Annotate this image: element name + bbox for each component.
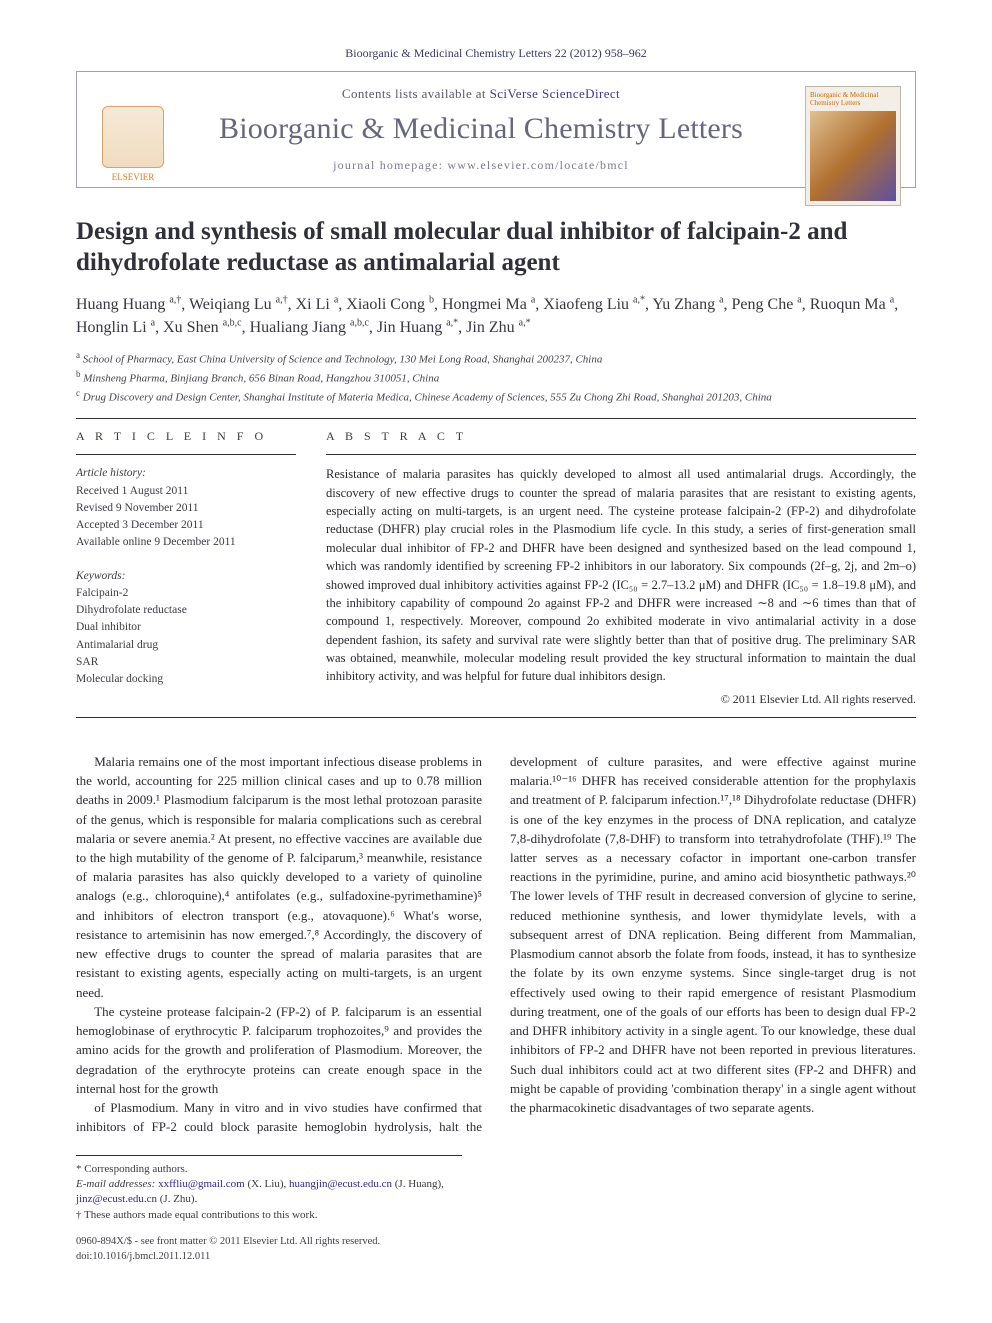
- journal-homepage-line: journal homepage: www.elsevier.com/locat…: [197, 158, 765, 173]
- article-info-column: A R T I C L E I N F O Article history: R…: [76, 429, 296, 707]
- body-paragraph-1: Malaria remains one of the most importan…: [76, 752, 482, 1002]
- keyword-item: Falcipain-2: [76, 585, 296, 602]
- elsevier-tree-icon: [102, 106, 164, 168]
- abstract-copyright: © 2011 Elsevier Ltd. All rights reserved…: [326, 692, 916, 707]
- sciencedirect-link[interactable]: SciVerse ScienceDirect: [490, 86, 620, 101]
- front-matter-line: 0960-894X/$ - see front matter © 2011 El…: [76, 1235, 916, 1250]
- journal-title: Bioorganic & Medicinal Chemistry Letters: [197, 112, 765, 146]
- history-label: Article history:: [76, 465, 296, 482]
- thumb-caption: Bioorganic & Medicinal Chemistry Letters: [810, 91, 896, 107]
- affiliation-item: c Drug Discovery and Design Center, Shan…: [76, 387, 916, 406]
- keywords-block: Keywords: Falcipain-2Dihydrofolate reduc…: [76, 568, 296, 689]
- email-label: E-mail addresses:: [76, 1178, 155, 1190]
- history-lines: Received 1 August 2011Revised 9 November…: [76, 483, 296, 552]
- email-link[interactable]: huangjin@ecust.edu.cn: [289, 1178, 392, 1190]
- history-item: Revised 9 November 2011: [76, 500, 296, 517]
- section-rule-top: [76, 418, 916, 419]
- affiliation-item: b Minsheng Pharma, Binjiang Branch, 656 …: [76, 368, 916, 387]
- equal-contrib: † These authors made equal contributions…: [76, 1208, 462, 1223]
- keywords-label: Keywords:: [76, 568, 296, 585]
- history-item: Accepted 3 December 2011: [76, 517, 296, 534]
- affiliations-list: a School of Pharmacy, East China Univers…: [76, 349, 916, 406]
- contents-prefix: Contents lists available at: [342, 86, 490, 101]
- homepage-url[interactable]: www.elsevier.com/locate/bmcl: [447, 158, 628, 172]
- keyword-item: Dual inhibitor: [76, 619, 296, 636]
- affiliation-item: a School of Pharmacy, East China Univers…: [76, 349, 916, 368]
- abstract-rule: [326, 454, 916, 455]
- journal-banner: ELSEVIER Bioorganic & Medicinal Chemistr…: [76, 71, 916, 188]
- authors-list: Huang Huang a,†, Weiqiang Lu a,†, Xi Li …: [76, 293, 916, 339]
- article-history-block: Article history: Received 1 August 2011R…: [76, 465, 296, 551]
- homepage-label: journal homepage:: [333, 158, 447, 172]
- email-line: E-mail addresses: xxffliu@gmail.com (X. …: [76, 1177, 462, 1208]
- abstract-column: A B S T R A C T Resistance of malaria pa…: [326, 429, 916, 707]
- footnotes-block: * Corresponding authors. E-mail addresse…: [76, 1155, 462, 1224]
- info-rule: [76, 454, 296, 455]
- thumb-image: [810, 111, 896, 201]
- elsevier-logo: ELSEVIER: [91, 86, 175, 182]
- bottom-meta: 0960-894X/$ - see front matter © 2011 El…: [76, 1235, 916, 1264]
- history-item: Available online 9 December 2011: [76, 534, 296, 551]
- keyword-item: Molecular docking: [76, 671, 296, 688]
- journal-cover-thumb: Bioorganic & Medicinal Chemistry Letters: [805, 86, 901, 206]
- section-rule-bottom: [76, 717, 916, 718]
- body-two-columns: Malaria remains one of the most importan…: [76, 752, 916, 1137]
- contents-list-line: Contents lists available at SciVerse Sci…: [197, 86, 765, 102]
- abstract-heading: A B S T R A C T: [326, 429, 916, 444]
- page-root: Bioorganic & Medicinal Chemistry Letters…: [0, 0, 992, 1304]
- email-link[interactable]: xxffliu@gmail.com: [158, 1178, 245, 1190]
- article-title: Design and synthesis of small molecular …: [76, 216, 916, 279]
- article-info-heading: A R T I C L E I N F O: [76, 429, 296, 444]
- doi-line: doi:10.1016/j.bmcl.2011.12.011: [76, 1250, 916, 1265]
- keyword-item: Antimalarial drug: [76, 637, 296, 654]
- info-abstract-row: A R T I C L E I N F O Article history: R…: [76, 429, 916, 707]
- history-item: Received 1 August 2011: [76, 483, 296, 500]
- keywords-lines: Falcipain-2Dihydrofolate reductaseDual i…: [76, 585, 296, 689]
- email-link[interactable]: jinz@ecust.edu.cn: [76, 1193, 157, 1205]
- body-paragraph-2: The cysteine protease falcipain-2 (FP-2)…: [76, 1002, 482, 1098]
- journal-reference: Bioorganic & Medicinal Chemistry Letters…: [76, 46, 916, 61]
- corresponding-label: * Corresponding authors.: [76, 1162, 462, 1177]
- abstract-text: Resistance of malaria parasites has quic…: [326, 465, 916, 686]
- keyword-item: SAR: [76, 654, 296, 671]
- publisher-label: ELSEVIER: [112, 172, 155, 182]
- keyword-item: Dihydrofolate reductase: [76, 602, 296, 619]
